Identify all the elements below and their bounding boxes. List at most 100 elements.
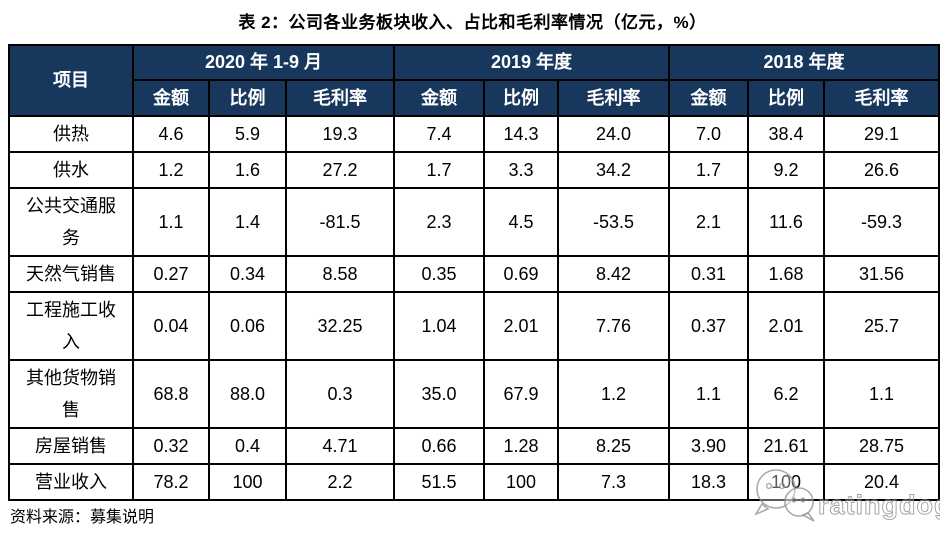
cell: 1.2 [557, 359, 671, 429]
cell: 28.75 [823, 427, 941, 465]
cell: 0.34 [208, 255, 287, 293]
cell: 14.3 [483, 115, 560, 153]
col-group-2018: 2018 年度 [668, 44, 941, 81]
cell: 1.7 [668, 151, 750, 189]
cell: 31.56 [823, 255, 941, 293]
col-header-margin-2019: 毛利率 [557, 79, 671, 117]
source-note: 资料来源：募集说明 [10, 509, 155, 526]
cell: 2.01 [483, 291, 560, 361]
cell: 7.3 [557, 463, 671, 501]
cell: 67.9 [483, 359, 560, 429]
cell: 1.04 [393, 291, 486, 361]
col-header-ratio-2020: 比例 [208, 79, 287, 117]
cell: 5.9 [208, 115, 287, 153]
cell: 78.2 [132, 463, 210, 501]
cell: 21.61 [747, 427, 826, 465]
cell: 1.4 [208, 187, 287, 257]
cell: 1.1 [668, 359, 750, 429]
header-sub-row: 金额 比例 毛利率 金额 比例 毛利率 金额 比例 毛利率 [9, 79, 941, 117]
cell: 32.25 [284, 291, 396, 361]
cell: 0.69 [483, 255, 560, 293]
cell: 11.6 [747, 187, 826, 257]
cell: 88.0 [208, 359, 287, 429]
cell: 0.35 [393, 255, 486, 293]
cell: 4.6 [132, 115, 210, 153]
cell: 100 [208, 463, 287, 501]
row-label: 营业收入 [8, 463, 134, 501]
col-header-margin-2018: 毛利率 [823, 79, 941, 117]
cell: -53.5 [557, 187, 671, 257]
table-row-operating-revenue: 营业收入 78.2 100 2.2 51.5 100 7.3 18.3 100 … [8, 463, 941, 501]
row-label: 供热 [8, 115, 134, 153]
cell: 8.58 [284, 255, 396, 293]
col-group-2019: 2019 年度 [393, 44, 671, 81]
row-label: 天然气销售 [8, 255, 134, 293]
cell: 1.7 [393, 151, 486, 189]
cell: 100 [483, 463, 560, 501]
cell: -59.3 [823, 187, 941, 257]
table-row-natural-gas: 天然气销售 0.27 0.34 8.58 0.35 0.69 8.42 0.31… [8, 255, 941, 293]
cell: 8.42 [557, 255, 671, 293]
row-label: 工程施工收入 [8, 291, 134, 361]
cell: 68.8 [132, 359, 210, 429]
cell: 0.27 [132, 255, 210, 293]
cell: 0.66 [393, 427, 486, 465]
cell: 4.5 [483, 187, 560, 257]
cell: 2.2 [284, 463, 396, 501]
cell: 0.31 [668, 255, 750, 293]
cell: 27.2 [284, 151, 396, 189]
cell: 9.2 [747, 151, 826, 189]
cell: 3.3 [483, 151, 560, 189]
table-row-heating: 供热 4.6 5.9 19.3 7.4 14.3 24.0 7.0 38.4 2… [8, 115, 941, 153]
cell: 29.1 [823, 115, 941, 153]
cell: 51.5 [393, 463, 486, 501]
cell: 100 [747, 463, 826, 501]
col-header-ratio-2019: 比例 [483, 79, 560, 117]
cell: 20.4 [823, 463, 941, 501]
cell: 2.01 [747, 291, 826, 361]
header-group-row: 项目 2020 年 1-9 月 2019 年度 2018 年度 [8, 44, 941, 117]
cell: 38.4 [747, 115, 826, 153]
col-header-margin-2020: 毛利率 [284, 79, 396, 117]
table-row-house-sales: 房屋销售 0.32 0.4 4.71 0.66 1.28 8.25 3.90 2… [8, 427, 941, 465]
col-header-amount-2020: 金额 [132, 79, 210, 117]
cell: 4.71 [284, 427, 396, 465]
business-segments-table: 项目 2020 年 1-9 月 2019 年度 2018 年度 金额 比例 毛利… [8, 44, 941, 501]
cell: 2.3 [393, 187, 486, 257]
cell: 1.68 [747, 255, 826, 293]
col-header-amount-2019: 金额 [393, 79, 486, 117]
cell: 35.0 [393, 359, 486, 429]
col-header-amount-2018: 金额 [668, 79, 750, 117]
cell: 24.0 [557, 115, 671, 153]
page-title: 表 2：公司各业务板块收入、占比和毛利率情况（亿元，%） [238, 13, 707, 32]
cell: 1.1 [132, 187, 210, 257]
cell: 0.06 [208, 291, 287, 361]
cell: 8.25 [557, 427, 671, 465]
cell: 1.2 [132, 151, 210, 189]
table-row-public-transport: 公共交通服务 1.1 1.4 -81.5 2.3 4.5 -53.5 2.1 1… [8, 187, 941, 257]
cell: 19.3 [284, 115, 396, 153]
row-label: 公共交通服务 [8, 187, 134, 257]
cell: 2.1 [668, 187, 750, 257]
table-row-other-goods: 其他货物销售 68.8 88.0 0.3 35.0 67.9 1.2 1.1 6… [8, 359, 941, 429]
cell: 26.6 [823, 151, 941, 189]
cell: 7.0 [668, 115, 750, 153]
col-header-item: 项目 [8, 44, 134, 117]
cell: 6.2 [747, 359, 826, 429]
cell: 7.76 [557, 291, 671, 361]
cell: 1.1 [823, 359, 941, 429]
col-header-ratio-2018: 比例 [747, 79, 826, 117]
cell: 0.3 [284, 359, 396, 429]
table-row-construction: 工程施工收入 0.04 0.06 32.25 1.04 2.01 7.76 0.… [8, 291, 941, 361]
cell: 1.28 [483, 427, 560, 465]
cell: 25.7 [823, 291, 941, 361]
cell: 0.32 [132, 427, 210, 465]
row-label: 房屋销售 [8, 427, 134, 465]
col-group-2020: 2020 年 1-9 月 [131, 44, 396, 81]
cell: 0.37 [668, 291, 750, 361]
cell: -81.5 [284, 187, 396, 257]
cell: 7.4 [393, 115, 486, 153]
table-row-water: 供水 1.2 1.6 27.2 1.7 3.3 34.2 1.7 9.2 26.… [8, 151, 941, 189]
row-label: 其他货物销售 [8, 359, 134, 429]
cell: 1.6 [208, 151, 287, 189]
